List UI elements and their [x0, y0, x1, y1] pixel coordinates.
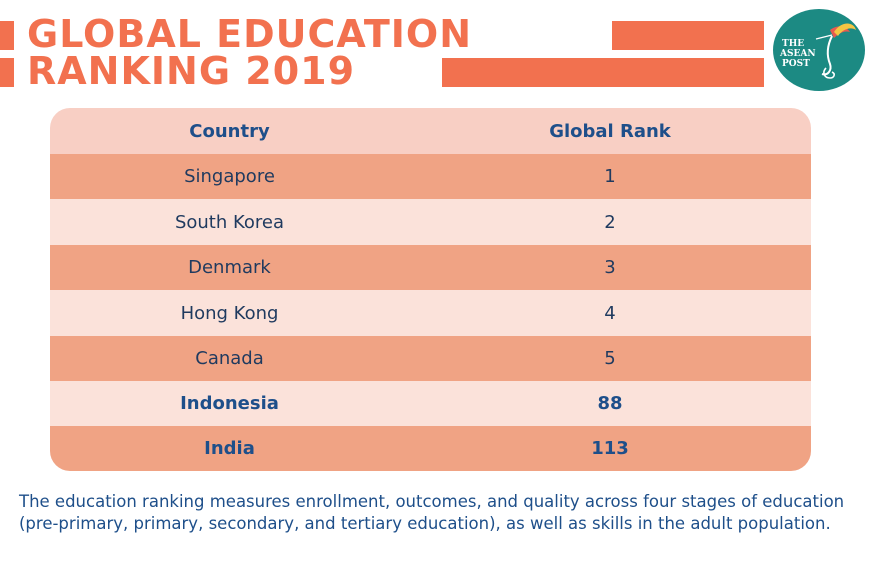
ranking-table: Country Global Rank Singapore 1 South Ko…: [50, 108, 811, 471]
country-cell: Singapore: [184, 166, 275, 187]
rank-cell: 88: [597, 393, 623, 414]
table-header-row: Country Global Rank: [50, 108, 811, 154]
title-accent-bar-left-2: [0, 58, 14, 87]
rank-cell: 1: [604, 166, 616, 187]
country-cell: Canada: [195, 348, 264, 369]
footnote: The education ranking measures enrollmen…: [19, 492, 845, 533]
title-accent-bar-left-1: [0, 21, 14, 50]
title-accent-bar-right-1: [612, 21, 764, 50]
country-cell: Indonesia: [180, 393, 279, 414]
table-row: South Korea 2: [50, 199, 811, 245]
rank-cell: 2: [604, 211, 616, 233]
table-row: Singapore 1: [50, 154, 811, 199]
column-header-global-rank: Global Rank: [549, 120, 671, 142]
table-row: Hong Kong 4: [50, 290, 811, 336]
country-cell: Denmark: [188, 257, 271, 278]
rank-cell: 3: [604, 257, 616, 278]
table-row: Canada 5: [50, 336, 811, 381]
table-row: Denmark 3: [50, 245, 811, 290]
country-cell: Hong Kong: [180, 302, 279, 324]
title-line-1: GLOBAL EDUCATION: [27, 12, 473, 56]
asean-post-logo: THE ASEAN POST: [772, 8, 866, 92]
logo-text-3: POST: [782, 59, 810, 69]
rank-cell: 113: [591, 438, 629, 459]
table-row: Indonesia 88: [50, 381, 811, 426]
table-row: India 113: [50, 426, 811, 471]
column-header-country: Country: [189, 120, 270, 142]
rank-cell: 5: [604, 348, 616, 369]
logo-text-2: ASEAN: [779, 49, 816, 59]
logo-text-1: THE: [782, 39, 804, 49]
country-cell: India: [204, 438, 255, 459]
country-cell: South Korea: [174, 211, 285, 233]
title-line-2: RANKING 2019: [27, 49, 356, 93]
rank-cell: 4: [604, 302, 616, 324]
title-accent-bar-right-2: [442, 58, 764, 87]
